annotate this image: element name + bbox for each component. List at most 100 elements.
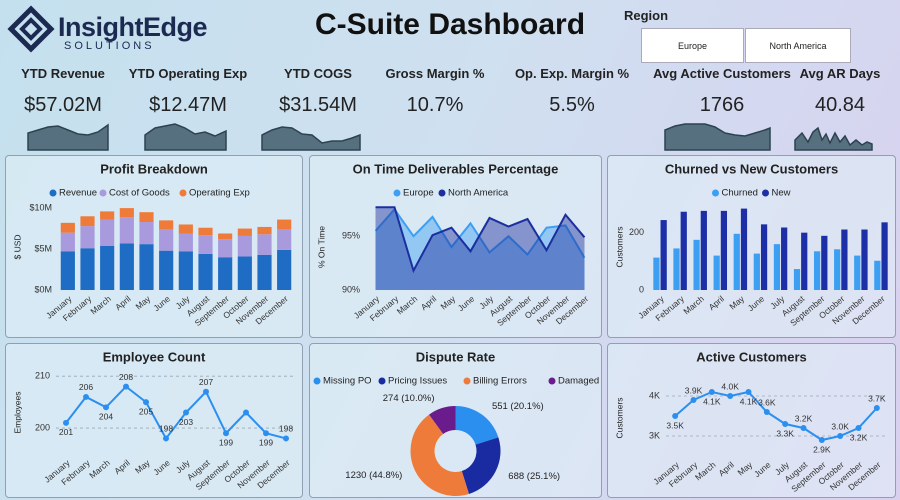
region-button[interactable]: North America (745, 28, 851, 63)
data-label: 206 (79, 382, 93, 392)
region-label: Region (624, 8, 669, 23)
y-tick-label: 90% (342, 284, 360, 294)
legend-label: Revenue (59, 188, 97, 199)
x-tick-label: March (88, 293, 113, 316)
panel-title: Active Customers (696, 349, 807, 364)
bar-segment (60, 222, 75, 233)
bar-segment (159, 229, 174, 251)
bar (821, 235, 828, 290)
bar-segment (159, 220, 174, 230)
point (727, 393, 734, 399)
bar (720, 210, 728, 290)
bar-segment (237, 228, 252, 236)
bar (773, 244, 781, 290)
bar-segment (100, 219, 115, 246)
point (708, 389, 715, 395)
legend-label: Operating Exp (189, 188, 250, 199)
x-tick-label: March (693, 459, 718, 482)
bar-segment (218, 233, 233, 240)
point (855, 425, 862, 431)
panel: Profit Breakdown Revenue Cost of Goods Oper… (5, 155, 303, 338)
bar (854, 255, 861, 290)
logo-subtext: SOLUTIONS (64, 40, 155, 52)
bar (861, 229, 868, 290)
bar-segment (80, 248, 95, 290)
bar-segment (257, 254, 272, 290)
legend-label: Churned (722, 188, 758, 199)
y-tick-label: 0 (639, 284, 644, 294)
legend-marker (762, 189, 769, 197)
sparkline (664, 123, 771, 151)
bar (713, 255, 720, 290)
point (873, 405, 880, 411)
sparkline (144, 123, 227, 151)
legend-label: Pricing Issues (388, 376, 447, 387)
kpi-label: Gross Margin % (385, 66, 485, 81)
x-tick-label: May (727, 293, 746, 311)
panel: On Time Deliverables Percentage Europe Nor… (309, 155, 602, 338)
data-label: 4.0K (721, 381, 739, 391)
y-tick-label: 95% (342, 231, 360, 241)
point (745, 389, 752, 395)
bar-segment (277, 219, 292, 230)
kpi-label: Op. Exp. Margin % (514, 66, 630, 81)
bar (801, 232, 808, 290)
x-tick-label: May (133, 293, 152, 311)
data-label: 3.5K (666, 420, 684, 430)
y-tick-label: 200 (629, 227, 644, 237)
sparkline (27, 123, 109, 151)
panel: Dispute Rate Missing PO Pricing Issues Bill… (309, 343, 602, 498)
x-tick-label: April (419, 294, 439, 313)
region-button[interactable]: Europe (641, 28, 744, 63)
y-axis-label: Customers (614, 397, 624, 438)
bar-segment (80, 226, 95, 249)
bar-segment (198, 227, 213, 236)
x-tick-label: May (438, 293, 457, 311)
point (123, 383, 129, 390)
point (223, 430, 229, 437)
area-fill (375, 209, 585, 290)
point (143, 399, 149, 406)
bar (753, 253, 760, 290)
kpi-value: $31.54M (279, 94, 357, 116)
x-tick-label: May (133, 457, 152, 475)
bar-segment (159, 250, 174, 290)
x-tick-label: April (707, 294, 727, 313)
bar-segment (60, 232, 75, 252)
point (243, 409, 249, 416)
x-tick-label: June (456, 293, 477, 313)
sparkline (794, 126, 873, 151)
x-tick-label: April (113, 294, 133, 313)
bar-segment (139, 244, 154, 290)
data-label: 3.2K (795, 413, 813, 423)
bar-segment (198, 253, 213, 290)
x-tick-label: April (112, 458, 132, 477)
slice-label: 551 (20.1%) (492, 401, 544, 412)
bar-segment (60, 251, 75, 290)
x-tick-label: June (151, 293, 172, 313)
data-label: 3.7K (868, 393, 886, 403)
legend-label: Billing Errors (473, 376, 527, 387)
chart: Churned vs New Customers Churned New Custom… (614, 161, 888, 328)
bar (793, 269, 801, 290)
point (800, 425, 807, 431)
panel: Active Customers Customers 3K 4K January Febr… (607, 343, 896, 498)
kpi-label: Avg Active Customers (653, 66, 791, 81)
area-line (375, 206, 586, 274)
legend-label: New (772, 188, 791, 199)
x-tick-label: April (716, 460, 736, 479)
point (163, 435, 169, 442)
panel: Employee Count Employees 200 210 January Febr… (5, 343, 303, 498)
data-label: 207 (199, 377, 213, 387)
kpi-value: 1766 (699, 94, 745, 116)
legend-marker (378, 377, 386, 385)
data-label: 204 (99, 412, 113, 422)
data-label: 2.9K (813, 444, 831, 454)
panel-title: Dispute Rate (416, 349, 495, 364)
y-tick-label: 210 (35, 371, 50, 381)
point (183, 409, 189, 416)
pie-slice (429, 406, 456, 434)
